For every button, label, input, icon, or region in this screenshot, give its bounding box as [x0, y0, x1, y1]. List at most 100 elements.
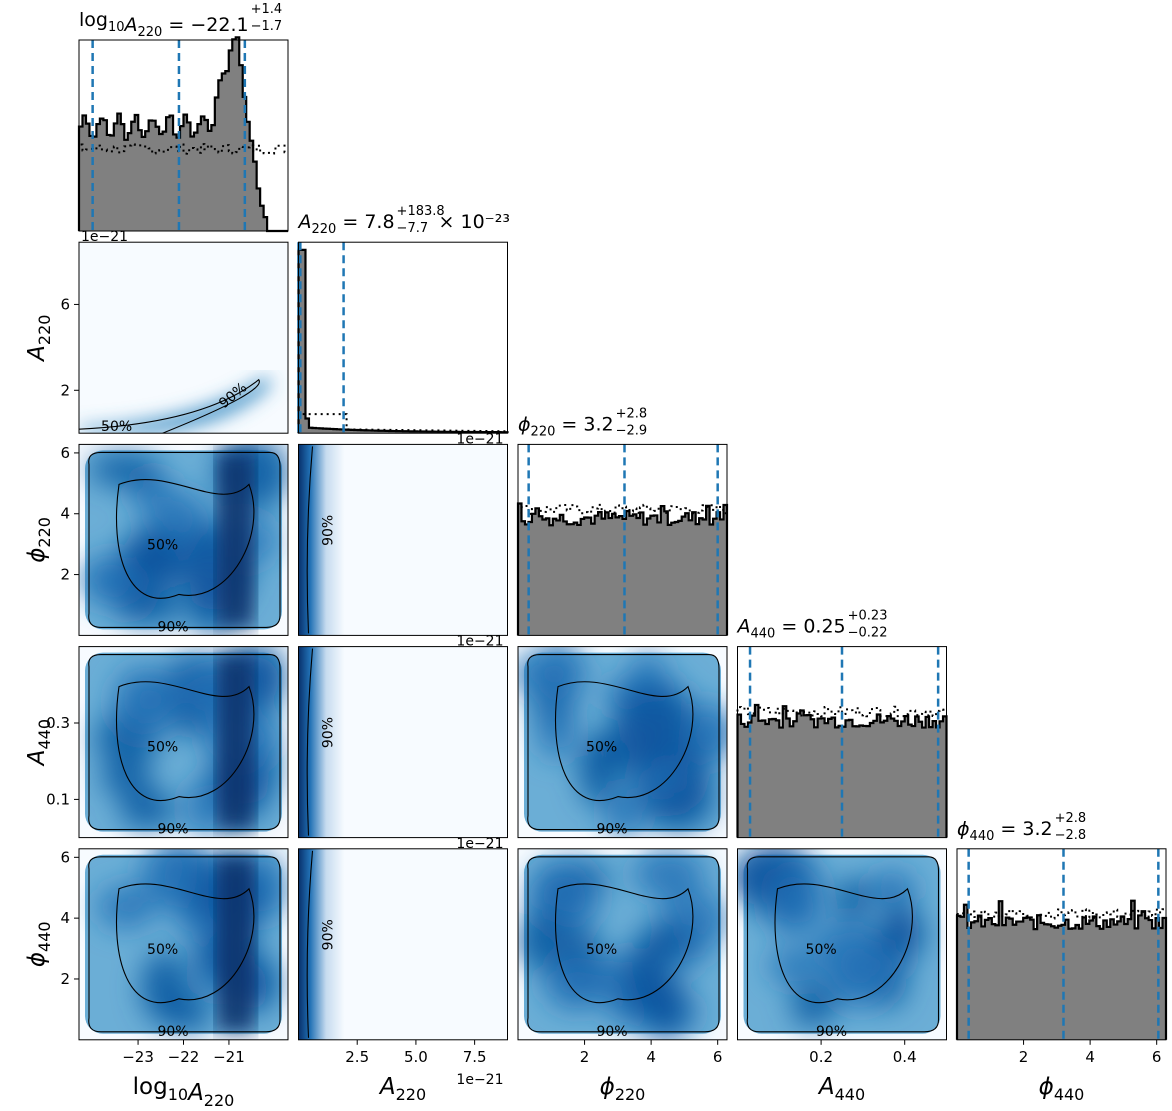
y-axis-label: ϕ220 — [24, 517, 54, 563]
offset-text: 1e−21 — [456, 836, 503, 852]
axes-frame — [737, 848, 947, 1041]
panel-title: log10A220 = −22.1 — [79, 9, 249, 40]
density-blob — [100, 762, 152, 796]
x-tick-label: 4 — [646, 1048, 656, 1066]
y-axis-label: A440 — [24, 719, 54, 767]
x-tick-label: 5.0 — [404, 1048, 428, 1066]
contour-label: 90% — [596, 1024, 627, 1040]
y-tick-label: 6 — [60, 848, 70, 866]
panel-A220-vs-A440: 90% — [298, 646, 508, 839]
axes-frame — [78, 241, 289, 434]
offset-text: 1e−21 — [456, 431, 503, 447]
density-ridge — [216, 856, 255, 1032]
contour-label: 90% — [157, 1024, 188, 1040]
y-axis-label: A220 — [24, 315, 54, 363]
density-blob — [538, 701, 575, 760]
density-blob — [766, 862, 815, 937]
density-blob — [768, 947, 817, 985]
panel-title: A440 = 0.25 — [736, 616, 846, 642]
axes-frame — [78, 443, 289, 636]
y-tick-label: 6 — [60, 295, 70, 313]
contour-90 — [88, 451, 281, 628]
axes-frame — [298, 443, 508, 636]
axes-frame — [517, 443, 728, 636]
title-plus-error: +0.23 — [848, 609, 888, 624]
title-plus-error: +183.8 — [397, 204, 445, 219]
panel-logA220-vs-phi220: 90% 50% — [78, 443, 289, 636]
density-blob — [82, 557, 141, 600]
y-tick-label: 6 — [60, 444, 70, 462]
contour-label: 50% — [147, 942, 178, 958]
histogram-outline — [955, 899, 1168, 1040]
x-tick-label: 2 — [580, 1048, 590, 1066]
x-tick-label: 0.4 — [893, 1048, 917, 1066]
offset-text: 1e−21 — [81, 229, 128, 245]
x-tick-label: 7.5 — [463, 1048, 487, 1066]
contour-label: 90% — [596, 822, 627, 838]
contour-50 — [774, 883, 913, 1004]
panel-title: A220 = 7.8 — [297, 211, 395, 237]
contour-90 — [306, 648, 314, 836]
density-blob — [543, 956, 609, 1011]
x-tick-label: −21 — [213, 1048, 245, 1066]
density-strip — [298, 646, 345, 838]
density-blob — [119, 789, 175, 829]
contour-label: 90% — [321, 515, 337, 546]
x-tick-label: 6 — [1152, 1048, 1162, 1066]
panel-logA220-vs-A220: 90%50% — [78, 241, 289, 435]
diag-panel-A440: A440 = 0.25 +0.23 −0.22 — [736, 609, 948, 839]
contour-label: 50% — [806, 942, 837, 958]
contour-90 — [527, 856, 720, 1033]
x-tick-label: 4 — [1085, 1048, 1095, 1066]
diag-panel-A220: A220 = 7.8 +183.8 −7.7 × 10⁻²³ — [297, 204, 510, 434]
title-plus-error: +2.8 — [1055, 811, 1087, 826]
x-axis-label: A220 — [378, 1074, 426, 1104]
title-minus-error: −1.7 — [251, 19, 283, 34]
contour-label: 90% — [157, 822, 188, 838]
contour-label: 90% — [321, 717, 337, 748]
contour-label: 50% — [586, 942, 617, 958]
contour-90 — [88, 654, 281, 831]
axes-frame — [78, 646, 289, 839]
density-blob — [833, 878, 873, 920]
contour-90 — [527, 654, 720, 831]
density-blob — [123, 540, 166, 574]
panel-logA220-vs-A440: 90% 50% — [78, 646, 289, 839]
contour-50 — [116, 479, 255, 599]
contour-label: 90% — [157, 619, 188, 635]
y-axis-label: ϕ440 — [24, 921, 54, 967]
title-minus-error: −2.8 — [1055, 828, 1087, 843]
panel-logA220-vs-phi440: 90% 50% — [78, 848, 289, 1041]
title-minus-error: −2.9 — [616, 423, 648, 438]
x-tick-label: −22 — [168, 1048, 200, 1066]
density-blob — [88, 452, 160, 487]
axes-frame — [298, 646, 508, 839]
contour-label: 50% — [586, 740, 617, 756]
density-blob — [113, 666, 168, 738]
density-strip — [298, 444, 345, 636]
title-plus-error: +1.4 — [251, 2, 283, 17]
contour-label: 50% — [147, 537, 178, 553]
y-tick-label: 4 — [60, 909, 70, 927]
offset-text: 1e−21 — [456, 1072, 503, 1088]
panel-title: ϕ220 = 3.2 — [518, 413, 614, 439]
y-tick-label: 2 — [60, 381, 70, 399]
y-tick-label: 0.3 — [46, 714, 70, 732]
axes-frame — [78, 39, 289, 232]
axes-frame — [956, 848, 1167, 1041]
density-blob — [622, 948, 667, 1012]
x-axis-label: ϕ220 — [600, 1074, 646, 1104]
density-blob — [867, 870, 917, 906]
diag-panel-phi440: ϕ440 = 3.2 +2.8 −2.8 — [955, 811, 1168, 1041]
contour-90 — [88, 856, 281, 1033]
y-tick-label: 2 — [60, 566, 70, 584]
density-blob — [97, 885, 157, 929]
contour-label: 50% — [101, 419, 132, 435]
density-blob — [518, 912, 570, 971]
panel-phi220-vs-phi440: 90% 50% — [517, 848, 728, 1041]
axes-frame — [517, 848, 728, 1041]
density-strip — [298, 848, 345, 1040]
prior-histogram — [78, 143, 288, 155]
prior-histogram — [302, 413, 508, 433]
